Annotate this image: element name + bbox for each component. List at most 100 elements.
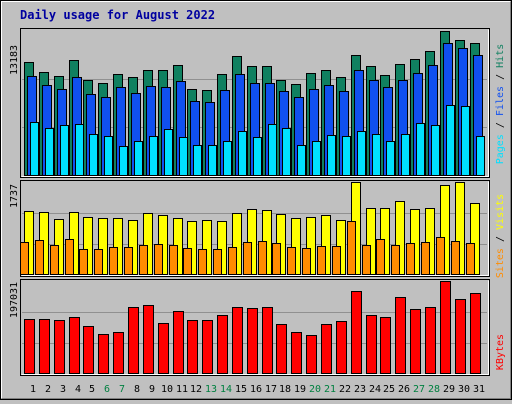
bar-sites-day-1 (20, 242, 29, 275)
day-label-24: 24 (369, 384, 381, 395)
bar-kbytes-day-18 (276, 324, 287, 374)
day-label-1: 1 (30, 384, 36, 395)
bar-sites-day-22 (332, 246, 341, 275)
panel-bevel (21, 29, 489, 177)
day-label-30: 30 (458, 384, 470, 395)
bar-pages-day-12 (193, 145, 202, 176)
bar-sites-day-27 (406, 243, 415, 275)
day-label-8: 8 (134, 384, 140, 395)
bar-sites-day-28 (421, 242, 430, 275)
bar-kbytes-day-2 (39, 319, 50, 374)
day-label-13: 13 (205, 384, 217, 395)
bar-sites-day-7 (109, 247, 118, 275)
bar-kbytes-day-4 (69, 317, 80, 374)
bar-sites-day-10 (154, 244, 163, 275)
day-label-20: 20 (309, 384, 321, 395)
bar-kbytes-day-25 (380, 317, 391, 374)
bar-pages-day-14 (223, 141, 232, 176)
day-label-29: 29 (443, 384, 455, 395)
day-label-21: 21 (324, 384, 336, 395)
day-label-10: 10 (161, 384, 173, 395)
y-max-label: 13183 (9, 45, 20, 75)
day-label-2: 2 (45, 384, 51, 395)
day-label-25: 25 (383, 384, 395, 395)
bar-kbytes-day-10 (158, 323, 169, 374)
day-label-6: 6 (104, 384, 110, 395)
bar-pages-day-5 (89, 134, 98, 176)
bar-sites-day-15 (228, 247, 237, 275)
bar-kbytes-day-16 (247, 308, 258, 374)
bar-kbytes-day-29 (440, 281, 451, 374)
legend-sep: / (495, 122, 506, 128)
y-max-label: 1737 (9, 184, 20, 208)
bar-sites-day-9 (139, 245, 148, 275)
bar-pages-day-4 (75, 124, 84, 176)
bar-sites-day-19 (287, 247, 296, 275)
bar-kbytes-day-26 (395, 297, 406, 374)
day-label-11: 11 (176, 384, 188, 395)
bar-kbytes-day-28 (425, 307, 436, 374)
bar-sites-day-16 (243, 242, 252, 275)
bar-pages-day-15 (238, 131, 247, 176)
day-label-28: 28 (428, 384, 440, 395)
day-label-7: 7 (119, 384, 125, 395)
bar-sites-day-6 (94, 249, 103, 275)
bar-sites-day-4 (65, 239, 74, 275)
day-label-4: 4 (75, 384, 81, 395)
bar-kbytes-day-23 (351, 291, 362, 374)
bar-pages-day-20 (312, 141, 321, 176)
legend-sep: / (495, 74, 506, 80)
legend-sep: / (495, 236, 506, 242)
bar-sites-day-20 (302, 248, 311, 275)
bar-sites-day-8 (124, 247, 133, 275)
bar-pages-day-27 (416, 123, 425, 176)
bar-kbytes-day-12 (187, 320, 198, 374)
day-label-16: 16 (250, 384, 262, 395)
panel-bevel (21, 280, 489, 375)
bar-kbytes-day-14 (217, 315, 228, 374)
bar-kbytes-day-20 (306, 335, 317, 374)
day-label-22: 22 (339, 384, 351, 395)
bar-kbytes-day-15 (232, 307, 243, 374)
day-label-5: 5 (89, 384, 95, 395)
day-label-26: 26 (398, 384, 410, 395)
day-label-23: 23 (354, 384, 366, 395)
day-label-15: 15 (235, 384, 247, 395)
bar-kbytes-day-6 (98, 334, 109, 374)
legend-kbytes: KBytes (495, 334, 506, 370)
legend-panel-2: Sites / Visits (495, 194, 506, 278)
bar-sites-day-5 (79, 249, 88, 275)
bar-kbytes-day-30 (455, 299, 466, 374)
bar-sites-day-3 (50, 245, 59, 275)
panel-bevel (21, 181, 489, 276)
bar-sites-day-24 (362, 245, 371, 275)
day-label-17: 17 (265, 384, 277, 395)
bar-sites-day-2 (35, 240, 44, 275)
bar-pages-day-2 (45, 128, 54, 176)
bar-pages-day-29 (446, 105, 455, 176)
bar-pages-day-13 (208, 145, 217, 176)
bar-kbytes-day-3 (54, 320, 65, 374)
bar-kbytes-day-7 (113, 332, 124, 374)
bar-pages-day-1 (30, 122, 39, 176)
day-label-19: 19 (294, 384, 306, 395)
bar-pages-day-25 (386, 141, 395, 176)
bar-pages-day-3 (60, 125, 69, 176)
legend-files: Files (495, 86, 506, 116)
bar-pages-day-31 (476, 136, 485, 176)
bar-pages-day-10 (164, 129, 173, 176)
day-label-12: 12 (190, 384, 202, 395)
day-axis: 1 2 3 4 5 6 7 8 9 10 11 12 13 14 15 16 17 18 19 20 21 22 23 24 2… (30, 384, 485, 395)
bar-sites-day-23 (347, 221, 356, 275)
bar-kbytes-day-17 (262, 307, 273, 374)
bar-kbytes-day-13 (202, 320, 213, 374)
bar-pages-day-19 (297, 145, 306, 176)
bar-pages-day-6 (104, 136, 113, 176)
bar-sites-day-14 (213, 249, 222, 275)
bar-kbytes-day-9 (143, 305, 154, 374)
legend-pages: Pages (495, 134, 506, 164)
bar-sites-day-21 (317, 246, 326, 275)
